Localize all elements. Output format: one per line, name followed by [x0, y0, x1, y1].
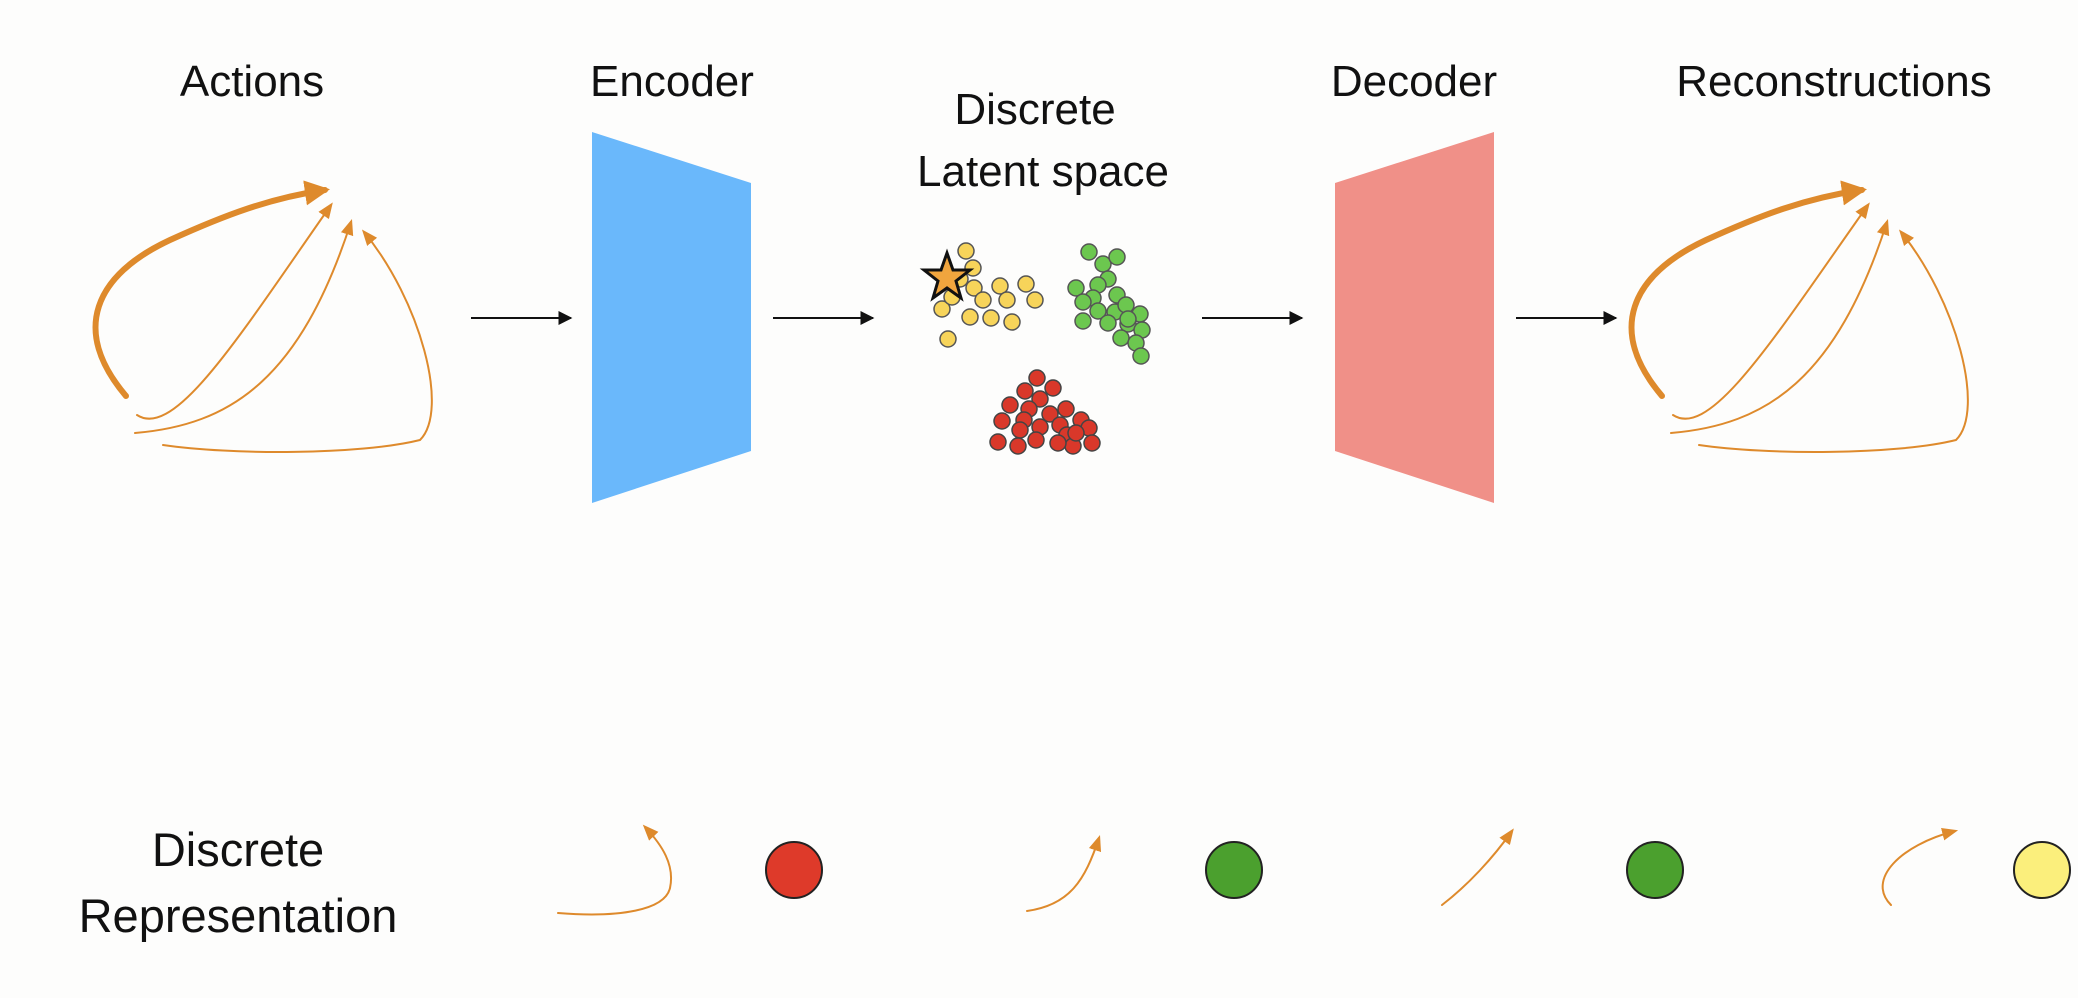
- recon-trajectory-thin-1: [1672, 202, 1870, 420]
- representation-label-line2: Representation: [79, 889, 398, 942]
- recon-trajectory-thin-2: [1670, 218, 1890, 434]
- representation-label-line1: Discrete: [152, 823, 324, 876]
- actions-heading: Actions: [180, 57, 324, 106]
- token-green-2: [1626, 841, 1684, 899]
- motion-primitive-arc: [1881, 827, 1959, 906]
- motion-primitive-short-curve: [1026, 834, 1102, 912]
- token-red: [765, 841, 823, 899]
- action-trajectory-thin-3: [162, 229, 433, 453]
- star-icon: [919, 248, 975, 302]
- motion-primitive-straight: [1441, 828, 1514, 906]
- latent-heading-line2: Latent space: [917, 147, 1169, 196]
- actions-trajectories: [92, 180, 433, 453]
- action-trajectory-thick: [92, 180, 330, 399]
- token-green-1: [1205, 841, 1263, 899]
- reconstruction-trajectories: [1628, 180, 1969, 453]
- action-trajectory-thin-1: [136, 202, 333, 420]
- cluster-green: [1067, 243, 1151, 365]
- recon-trajectory-thick: [1628, 180, 1867, 399]
- motion-primitive-hook: [557, 824, 673, 916]
- encoder-trapezoid: [592, 132, 751, 503]
- token-yellow: [2013, 841, 2071, 899]
- decoder-trapezoid: [1335, 132, 1494, 503]
- latent-heading-line1: Discrete: [954, 85, 1115, 134]
- encoder-heading: Encoder: [590, 57, 754, 106]
- cluster-red: [989, 369, 1101, 455]
- representation-row: [557, 824, 1959, 916]
- decoder-heading: Decoder: [1331, 57, 1497, 106]
- action-trajectory-thin-2: [134, 218, 354, 434]
- reconstructions-heading: Reconstructions: [1676, 57, 1991, 106]
- recon-trajectory-thin-3: [1698, 229, 1969, 453]
